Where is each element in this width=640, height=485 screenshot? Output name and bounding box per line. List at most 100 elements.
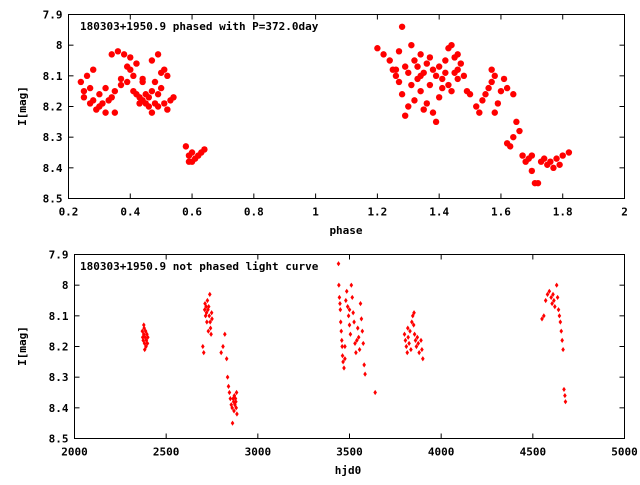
data-point xyxy=(358,300,363,307)
data-point xyxy=(164,72,171,80)
data-point xyxy=(408,328,412,334)
data-point xyxy=(223,331,227,337)
data-point xyxy=(408,81,415,89)
data-point xyxy=(209,310,214,316)
data-point xyxy=(90,97,97,104)
data-point xyxy=(202,307,207,313)
data-point xyxy=(219,350,223,356)
data-point xyxy=(108,94,115,101)
y-tick-label: 8.4 xyxy=(49,402,69,415)
data-point xyxy=(412,310,416,316)
x-tick-label: 2500 xyxy=(153,446,180,459)
data-point xyxy=(232,408,236,414)
data-point xyxy=(348,331,353,337)
data-point xyxy=(340,337,344,343)
data-point xyxy=(497,87,505,95)
data-point xyxy=(410,319,414,325)
y-tick-label: 8 xyxy=(62,279,69,292)
data-point xyxy=(559,152,566,159)
data-point xyxy=(500,75,508,83)
data-point xyxy=(528,152,536,159)
data-point xyxy=(208,325,213,331)
data-point xyxy=(553,155,560,162)
data-point xyxy=(205,319,209,325)
x-tick-label: 4500 xyxy=(520,446,547,459)
data-point xyxy=(148,87,156,95)
data-point xyxy=(542,313,546,319)
data-point xyxy=(494,100,502,107)
data-point xyxy=(346,313,351,319)
data-point xyxy=(413,337,418,343)
y-tick-label: 8.5 xyxy=(49,433,69,446)
data-point xyxy=(417,72,424,80)
data-point xyxy=(559,328,564,334)
data-point xyxy=(423,60,431,67)
data-point xyxy=(108,51,115,58)
data-point xyxy=(352,319,356,325)
data-point xyxy=(550,164,557,172)
data-point xyxy=(405,69,412,76)
data-point xyxy=(228,396,233,402)
data-point xyxy=(77,78,85,86)
data-point xyxy=(457,60,464,67)
data-point xyxy=(454,66,461,73)
data-point xyxy=(507,143,514,150)
data-point xyxy=(406,334,410,340)
x-tick-label: 1.4 xyxy=(429,206,449,219)
y-tick-label: 8.5 xyxy=(43,193,63,206)
data-point xyxy=(356,334,361,340)
y-tick-labels: 7.9 8 8.1 8.2 8.3 8.4 8.5 xyxy=(43,9,63,206)
data-point xyxy=(429,109,437,116)
data-point xyxy=(442,57,449,64)
data-point xyxy=(188,149,196,156)
data-point xyxy=(227,389,232,396)
y-tick-labels: 7.9 8 8.1 8.2 8.3 8.4 8.5 xyxy=(49,249,69,446)
data-point xyxy=(392,66,400,73)
data-point xyxy=(556,161,563,168)
data-point xyxy=(154,51,162,58)
y-axis-label: I[mag] xyxy=(16,326,29,366)
x-tick-label: 4000 xyxy=(428,446,455,459)
data-point xyxy=(448,87,455,95)
data-point xyxy=(349,282,354,288)
data-point xyxy=(208,291,212,297)
x-tick-label: 0.8 xyxy=(244,206,264,219)
data-point xyxy=(392,72,400,80)
x-tick-label: 1.6 xyxy=(491,206,511,219)
x-tick-label: 2 xyxy=(621,206,628,219)
data-point xyxy=(401,63,409,70)
data-point xyxy=(154,103,162,110)
data-point xyxy=(510,91,517,98)
data-point xyxy=(411,97,418,104)
data-point xyxy=(401,112,409,119)
data-point xyxy=(420,346,424,353)
data-point xyxy=(143,334,147,340)
data-point xyxy=(80,87,88,95)
data-point xyxy=(448,41,455,49)
data-point xyxy=(402,331,407,337)
data-point xyxy=(146,334,150,340)
data-point xyxy=(360,328,365,334)
data-point xyxy=(210,316,214,322)
data-point xyxy=(405,350,410,356)
data-point xyxy=(435,94,443,101)
data-point xyxy=(201,146,208,153)
data-point xyxy=(563,392,567,399)
data-point xyxy=(86,84,94,92)
data-point xyxy=(417,87,424,95)
data-point xyxy=(343,343,347,350)
y-tick-label: 8 xyxy=(56,39,63,52)
data-point xyxy=(341,359,345,365)
data-point xyxy=(485,84,492,92)
data-point xyxy=(233,396,238,402)
data-point xyxy=(206,307,210,313)
data-point xyxy=(411,322,416,328)
x-tick-label: 3000 xyxy=(245,446,272,459)
data-point xyxy=(340,353,345,359)
data-point xyxy=(83,72,91,80)
data-point xyxy=(439,84,446,92)
data-point xyxy=(466,91,474,98)
x-axis-label: phase xyxy=(329,224,362,237)
data-point xyxy=(460,72,468,80)
data-point xyxy=(339,328,344,334)
